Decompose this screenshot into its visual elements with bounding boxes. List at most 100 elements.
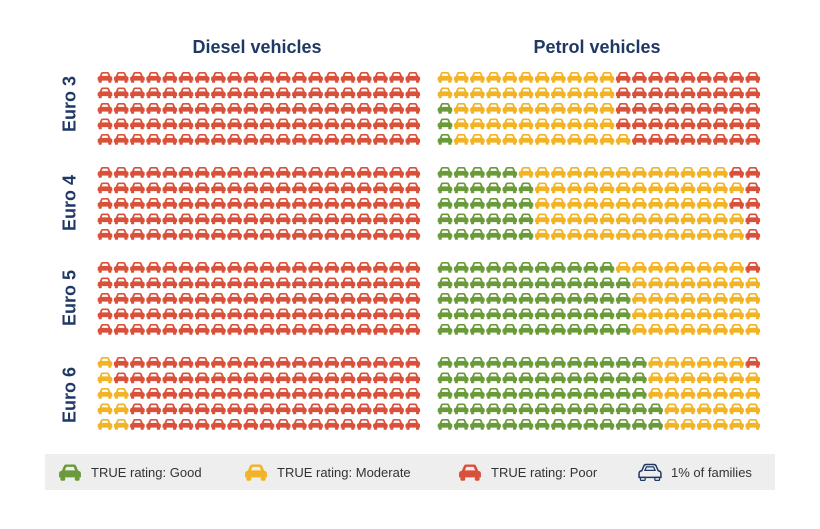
car-petrol-euro-5-r5-c13-moderate [632,324,647,335]
car-petrol-euro-6-r4-c5-good [502,403,518,415]
car-diesel-euro-4-r5-c17-poor [356,229,372,240]
car-petrol-euro-3-r5-c15-poor [664,134,680,145]
car-petrol-euro-4-r5-c3-good [470,229,485,240]
car-diesel-euro-4-r5-c1-poor [97,229,113,240]
car-diesel-euro-4-r4-c19-poor [389,213,404,225]
car-petrol-euro-5-r4-c20-moderate [745,308,761,320]
car-diesel-euro-3-r5-c7-poor [194,134,210,145]
car-petrol-euro-5-r1-c17-moderate [696,262,712,273]
car-diesel-euro-4-r1-c12-poor [275,167,291,178]
car-petrol-euro-6-r1-c3-good [470,357,485,368]
car-petrol-euro-4-r5-c19-moderate [729,229,744,240]
car-petrol-euro-3-r3-c20-poor [745,103,761,114]
car-diesel-euro-5-r5-c11-poor [259,324,275,335]
car-diesel-euro-5-r3-c18-poor [373,293,388,304]
car-diesel-euro-6-r1-c15-poor [324,357,340,368]
car-diesel-euro-6-r1-c16-poor [340,357,356,368]
car-diesel-euro-5-r3-c11-poor [259,293,275,304]
car-petrol-euro-6-r4-c2-good [453,403,469,415]
car-diesel-euro-4-r2-c17-poor [356,182,372,194]
car-petrol-euro-6-r2-c18-moderate [713,372,728,384]
car-diesel-euro-4-r2-c2-poor [113,182,129,194]
car-diesel-euro-6-r3-c9-poor [227,388,242,399]
car-diesel-euro-3-r3-c8-poor [211,103,226,114]
car-petrol-euro-4-r2-c11-moderate [599,182,615,194]
car-petrol-euro-4-r1-c20-poor [745,167,761,178]
car-diesel-euro-6-r4-c11-poor [259,403,275,415]
car-petrol-euro-4-r2-c13-moderate [632,182,647,194]
car-petrol-euro-5-r2-c4-good [486,277,501,289]
car-diesel-euro-6-r3-c11-poor [259,388,275,399]
car-diesel-euro-4-r1-c11-poor [259,167,275,178]
car-diesel-euro-3-r5-c19-poor [389,134,404,145]
car-petrol-euro-6-r4-c8-good [551,403,566,415]
car-diesel-euro-3-r4-c3-poor [130,118,145,130]
car-diesel-euro-6-r3-c1-moderate [97,388,113,399]
car-petrol-euro-5-r1-c18-moderate [713,262,728,273]
car-diesel-euro-6-r3-c7-poor [194,388,210,399]
car-diesel-euro-4-r4-c16-poor [340,213,356,225]
car-diesel-euro-5-r4-c11-poor [259,308,275,320]
car-diesel-euro-6-r1-c19-poor [389,357,404,368]
car-diesel-euro-5-r3-c4-poor [146,293,161,304]
car-diesel-euro-3-r4-c17-poor [356,118,372,130]
car-diesel-euro-4-r4-c15-poor [324,213,340,225]
car-petrol-euro-6-r4-c6-good [518,403,534,415]
car-diesel-euro-6-r3-c5-poor [162,388,178,399]
car-petrol-euro-5-r5-c7-good [534,324,550,335]
car-diesel-euro-3-r4-c2-poor [113,118,129,130]
car-diesel-euro-4-r4-c12-poor [275,213,291,225]
car-petrol-euro-6-r5-c5-good [502,419,518,430]
car-diesel-euro-3-r3-c20-poor [405,103,421,114]
car-petrol-euro-6-r4-c9-good [567,403,582,415]
car-petrol-euro-4-r5-c20-poor [745,229,761,240]
car-petrol-euro-3-r1-c14-poor [648,72,663,83]
car-petrol-euro-5-r5-c2-good [453,324,469,335]
car-petrol-euro-4-r4-c18-moderate [713,213,728,225]
car-petrol-euro-6-r3-c12-good [615,388,631,399]
car-diesel-euro-4-r5-c7-poor [194,229,210,240]
car-diesel-euro-6-r3-c16-poor [340,388,356,399]
car-diesel-euro-3-r1-c18-poor [373,72,388,83]
car-petrol-euro-4-r1-c16-moderate [680,167,696,178]
car-petrol-euro-5-r5-c17-moderate [696,324,712,335]
car-petrol-euro-5-r2-c8-good [551,277,566,289]
car-diesel-euro-3-r3-c13-poor [292,103,307,114]
legend-item-moderate: TRUE rating: Moderate [243,454,411,490]
car-petrol-euro-5-r1-c13-moderate [632,262,647,273]
car-diesel-euro-5-r5-c12-poor [275,324,291,335]
legend: TRUE rating: Good TRUE rating: Moderate … [45,454,775,490]
car-petrol-euro-3-r4-c9-moderate [567,118,582,130]
car-diesel-euro-6-r5-c16-poor [340,419,356,430]
car-petrol-euro-3-r5-c18-poor [713,134,728,145]
car-petrol-euro-6-r5-c14-good [648,419,663,430]
car-diesel-euro-3-r5-c1-poor [97,134,113,145]
car-petrol-euro-4-r4-c9-moderate [567,213,582,225]
car-petrol-euro-6-r2-c17-moderate [696,372,712,384]
car-diesel-euro-3-r5-c14-poor [308,134,323,145]
car-diesel-euro-5-r3-c1-poor [97,293,113,304]
car-petrol-euro-5-r1-c14-moderate [648,262,663,273]
car-petrol-euro-3-r5-c5-moderate [502,134,518,145]
car-diesel-euro-6-r5-c7-poor [194,419,210,430]
car-petrol-euro-6-r4-c3-good [470,403,485,415]
car-petrol-euro-3-r4-c7-moderate [534,118,550,130]
car-petrol-euro-3-r4-c18-poor [713,118,728,130]
car-petrol-euro-6-r3-c17-moderate [696,388,712,399]
car-petrol-euro-4-r1-c7-moderate [534,167,550,178]
car-diesel-euro-6-r5-c6-poor [178,419,194,430]
car-petrol-euro-4-r4-c6-good [518,213,534,225]
car-diesel-euro-3-r4-c13-poor [292,118,307,130]
car-petrol-euro-5-r2-c17-moderate [696,277,712,289]
car-diesel-euro-6-r1-c12-poor [275,357,291,368]
car-petrol-euro-6-r2-c9-good [567,372,582,384]
car-petrol-euro-4-r1-c4-good [486,167,501,178]
legend-label-families: 1% of families [671,464,752,480]
car-petrol-euro-4-r5-c17-moderate [696,229,712,240]
car-petrol-euro-3-r2-c1-moderate [437,87,453,99]
car-diesel-euro-4-r5-c13-poor [292,229,307,240]
car-petrol-euro-5-r3-c7-good [534,293,550,304]
car-petrol-euro-5-r3-c2-good [453,293,469,304]
car-diesel-euro-5-r5-c16-poor [340,324,356,335]
car-petrol-euro-4-r1-c12-moderate [615,167,631,178]
